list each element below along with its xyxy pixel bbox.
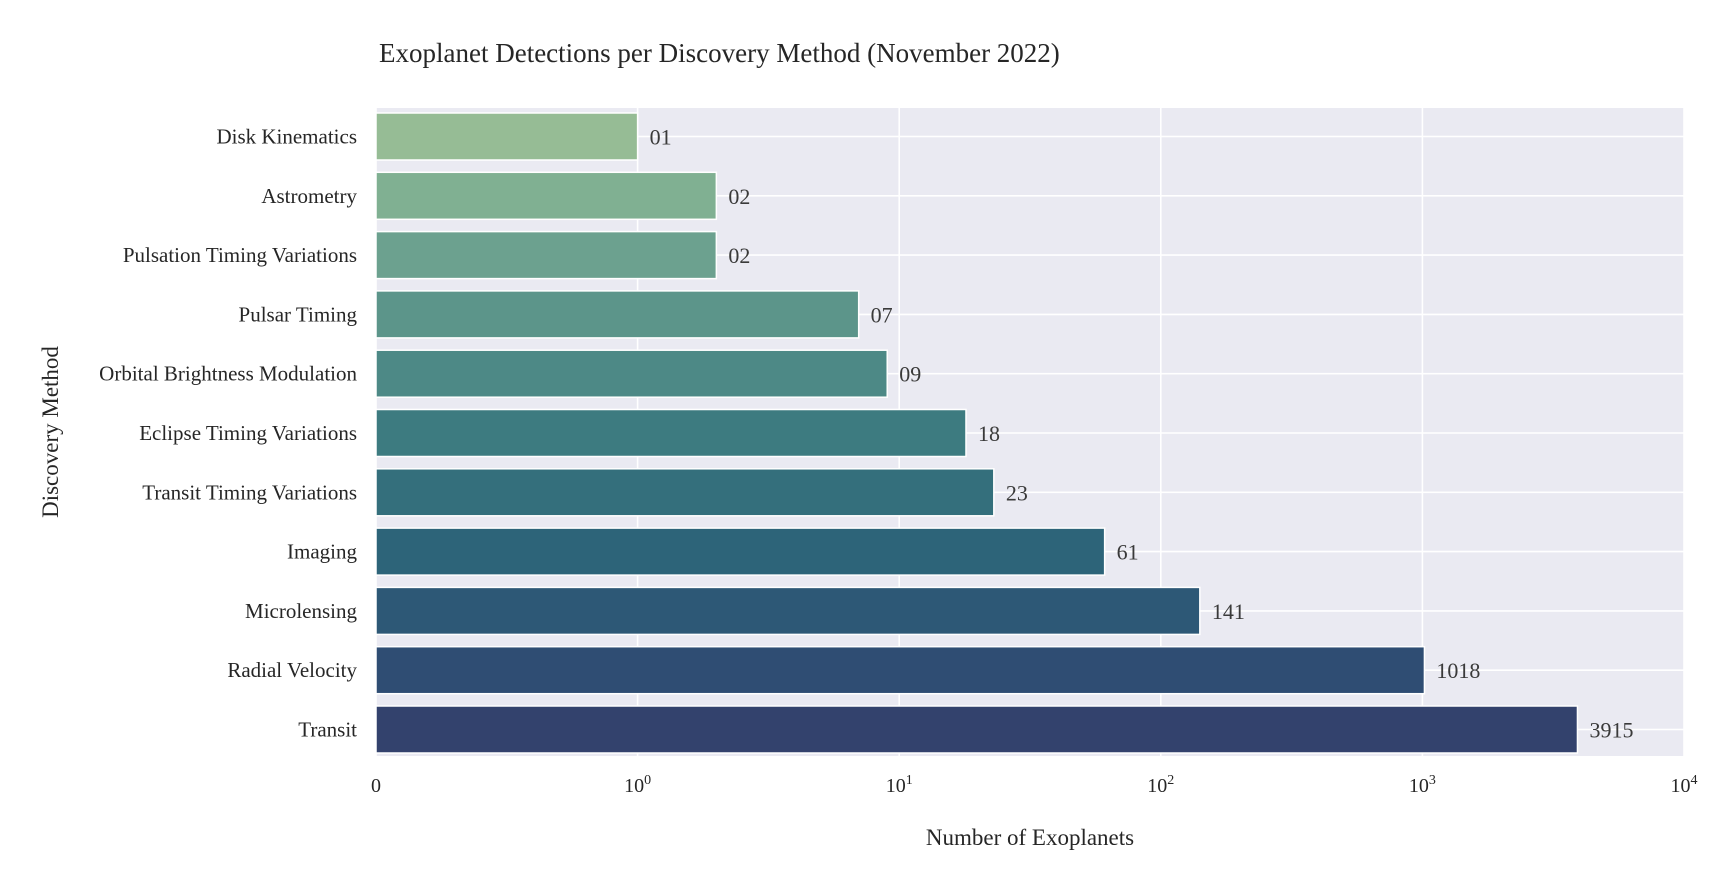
bar bbox=[375, 171, 718, 221]
category-label: Astrometry bbox=[261, 184, 357, 208]
bar-value-label: 02 bbox=[728, 184, 750, 209]
bar bbox=[375, 586, 1201, 636]
bar bbox=[375, 705, 1579, 754]
category-label: Transit bbox=[298, 718, 357, 742]
category-label: Pulsation Timing Variations bbox=[123, 243, 357, 267]
bar-value-label: 61 bbox=[1117, 540, 1139, 565]
x-tick-label: 103 bbox=[1409, 773, 1436, 797]
category-label: Radial Velocity bbox=[227, 658, 357, 682]
category-label: Microlensing bbox=[245, 599, 357, 623]
bar bbox=[375, 527, 1106, 576]
category-label: Imaging bbox=[287, 540, 357, 564]
category-label: Eclipse Timing Variations bbox=[139, 421, 357, 445]
bar bbox=[375, 468, 995, 517]
bar bbox=[375, 230, 718, 280]
bar bbox=[375, 290, 860, 339]
x-tick-label: 100 bbox=[624, 773, 651, 797]
bar-value-label: 01 bbox=[650, 125, 672, 150]
x-tick-label: 101 bbox=[886, 773, 913, 797]
category-label: Transit Timing Variations bbox=[142, 480, 357, 504]
x-tick-label: 0 bbox=[371, 775, 381, 797]
bar-value-label: 07 bbox=[871, 302, 893, 327]
y-axis-label: Discovery Method bbox=[38, 346, 63, 518]
bar bbox=[375, 112, 639, 161]
bar-value-label: 141 bbox=[1212, 599, 1245, 624]
bar-value-label: 1018 bbox=[1436, 658, 1480, 683]
category-labels: Disk Kinematics Astrometry Pulsation Timin… bbox=[99, 125, 357, 742]
bar bbox=[375, 408, 967, 458]
bars bbox=[375, 112, 1579, 754]
bar-value-label: 3915 bbox=[1589, 718, 1633, 743]
x-tick-label: 102 bbox=[1147, 773, 1174, 797]
category-label: Pulsar Timing bbox=[239, 302, 358, 326]
x-axis-label: Number of Exoplanets bbox=[926, 825, 1134, 850]
chart-title: Exoplanet Detections per Discovery Metho… bbox=[379, 38, 1060, 68]
x-tick-labels: 0 100 101 102 103 104 bbox=[371, 773, 1698, 797]
bar-labels: 01 02 02 07 09 18 23 61 141 1018 3915 bbox=[650, 125, 1634, 743]
bar-value-label: 02 bbox=[728, 243, 750, 268]
bar bbox=[375, 645, 1426, 695]
bar-value-label: 09 bbox=[899, 362, 921, 387]
bar-value-label: 18 bbox=[978, 421, 1000, 446]
category-label: Disk Kinematics bbox=[216, 125, 357, 149]
bar-value-label: 23 bbox=[1006, 480, 1028, 505]
x-tick-label: 104 bbox=[1671, 773, 1698, 797]
category-label: Orbital Brightness Modulation bbox=[99, 362, 357, 386]
bar bbox=[375, 349, 888, 398]
